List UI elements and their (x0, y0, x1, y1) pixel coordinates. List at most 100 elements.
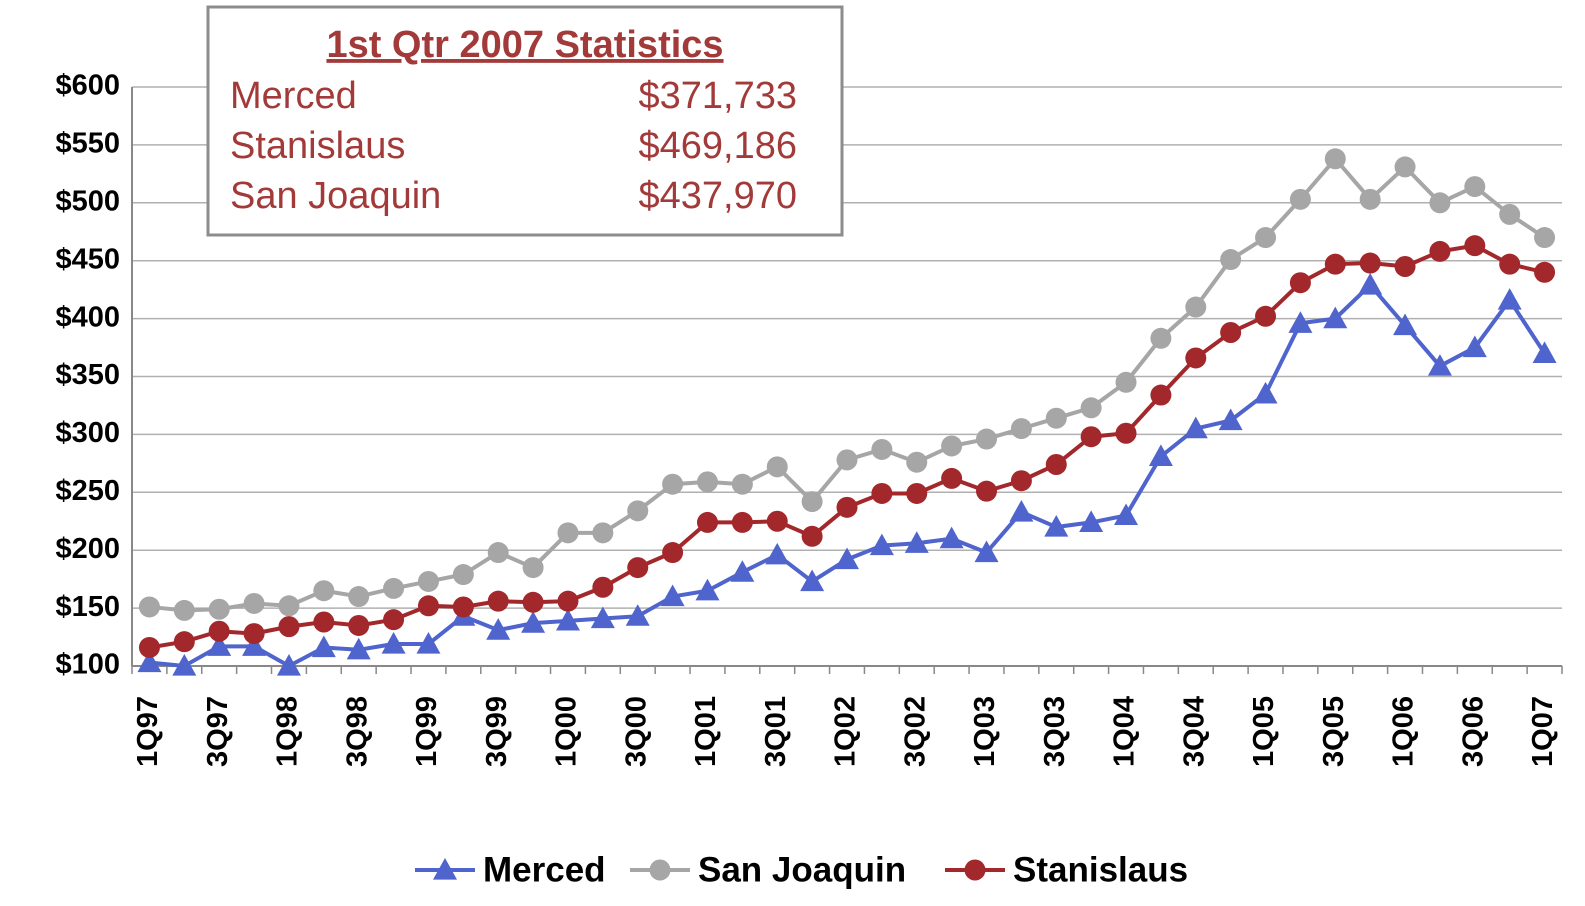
data-point (1044, 515, 1069, 537)
data-point (696, 471, 718, 493)
data-point (1220, 321, 1242, 343)
data-point (1359, 188, 1381, 210)
data-point (625, 604, 650, 626)
data-point (278, 616, 300, 638)
data-point (871, 482, 893, 504)
data-point (1045, 407, 1067, 429)
x-tick-label: 1Q00 (551, 696, 583, 767)
data-point (1220, 249, 1242, 271)
data-point (137, 650, 162, 673)
data-point (1115, 422, 1137, 444)
data-point (836, 449, 858, 471)
data-point (1009, 499, 1034, 522)
x-tick-label: 3Q04 (1178, 696, 1210, 767)
data-point (383, 609, 405, 631)
data-point (348, 586, 370, 608)
data-point (941, 435, 963, 457)
data-point (207, 634, 232, 656)
stats-value: $437,970 (639, 175, 798, 217)
data-point (487, 590, 509, 612)
y-tick-label: $350 (55, 359, 120, 391)
data-point (278, 595, 300, 617)
data-point (555, 608, 580, 631)
stats-value: $469,186 (639, 125, 798, 167)
data-point (348, 614, 370, 636)
x-tick-label: 1Q05 (1248, 696, 1280, 767)
data-point (208, 598, 230, 620)
x-tick-label: 1Q99 (411, 696, 443, 767)
data-point (522, 557, 544, 579)
data-point (1255, 305, 1277, 327)
data-point (557, 522, 579, 544)
data-point (1427, 354, 1452, 376)
data-point (1114, 503, 1139, 526)
x-tick-label: 3Q06 (1457, 696, 1489, 767)
legend-label: Merced (483, 850, 606, 889)
stats-name: San Joaquin (230, 175, 441, 217)
data-point (1359, 252, 1381, 274)
data-point (1464, 176, 1486, 198)
x-tick-label: 1Q98 (272, 696, 304, 767)
data-point (452, 564, 474, 586)
stats-box (206, 5, 844, 237)
data-point (313, 611, 335, 633)
data-point (1045, 454, 1067, 476)
data-point (1150, 327, 1172, 349)
data-point (311, 635, 336, 658)
x-tick-label: 3Q03 (1039, 696, 1071, 767)
data-point (557, 590, 579, 612)
x-tick-label: 3Q05 (1318, 696, 1350, 767)
data-point (1462, 335, 1487, 358)
x-tick-label: 1Q03 (969, 696, 1001, 767)
data-point (941, 467, 963, 489)
data-point (801, 491, 823, 513)
legend-label: Stanislaus (1013, 850, 1188, 889)
data-point (801, 525, 823, 547)
data-point (765, 542, 790, 565)
data-point (1358, 273, 1383, 295)
data-point (1218, 408, 1243, 431)
y-tick-label: $400 (55, 301, 120, 333)
data-point (939, 526, 964, 549)
y-tick-label: $100 (55, 649, 120, 681)
x-tick-label: 3Q02 (899, 696, 931, 767)
data-point (1429, 240, 1451, 262)
data-point (976, 480, 998, 502)
data-point (1148, 444, 1173, 467)
data-point (1253, 381, 1278, 404)
data-point (417, 570, 439, 592)
data-point (522, 591, 544, 613)
data-point (416, 631, 441, 654)
stats-value: $371,733 (639, 75, 798, 117)
data-point (662, 473, 684, 495)
data-point (138, 596, 160, 618)
data-point (592, 522, 614, 544)
data-point (208, 620, 230, 642)
data-point (1394, 156, 1416, 178)
stats-title: 1st Qtr 2007 Statistics (326, 24, 723, 66)
data-point (346, 637, 371, 660)
x-tick-label: 3Q00 (620, 696, 652, 767)
data-point (731, 473, 753, 495)
data-point (313, 580, 335, 602)
y-tick-label: $550 (55, 128, 120, 160)
x-tick-label: 1Q06 (1388, 696, 1420, 767)
x-tick-label: 1Q97 (132, 696, 164, 767)
x-tick-label: 1Q07 (1527, 696, 1559, 767)
data-point (1499, 203, 1521, 225)
data-point (1185, 347, 1207, 369)
data-point (766, 510, 788, 532)
data-point (243, 623, 265, 645)
data-point (1324, 253, 1346, 275)
data-point (904, 531, 929, 553)
data-point (521, 611, 546, 633)
data-point (1080, 426, 1102, 448)
y-tick-label: $200 (55, 533, 120, 565)
y-tick-label: $250 (55, 475, 120, 507)
data-point (1079, 510, 1104, 533)
data-point (1010, 418, 1032, 440)
x-tick-label: 1Q04 (1109, 696, 1141, 767)
data-point (383, 577, 405, 599)
data-point (487, 542, 509, 564)
data-point (906, 451, 928, 473)
